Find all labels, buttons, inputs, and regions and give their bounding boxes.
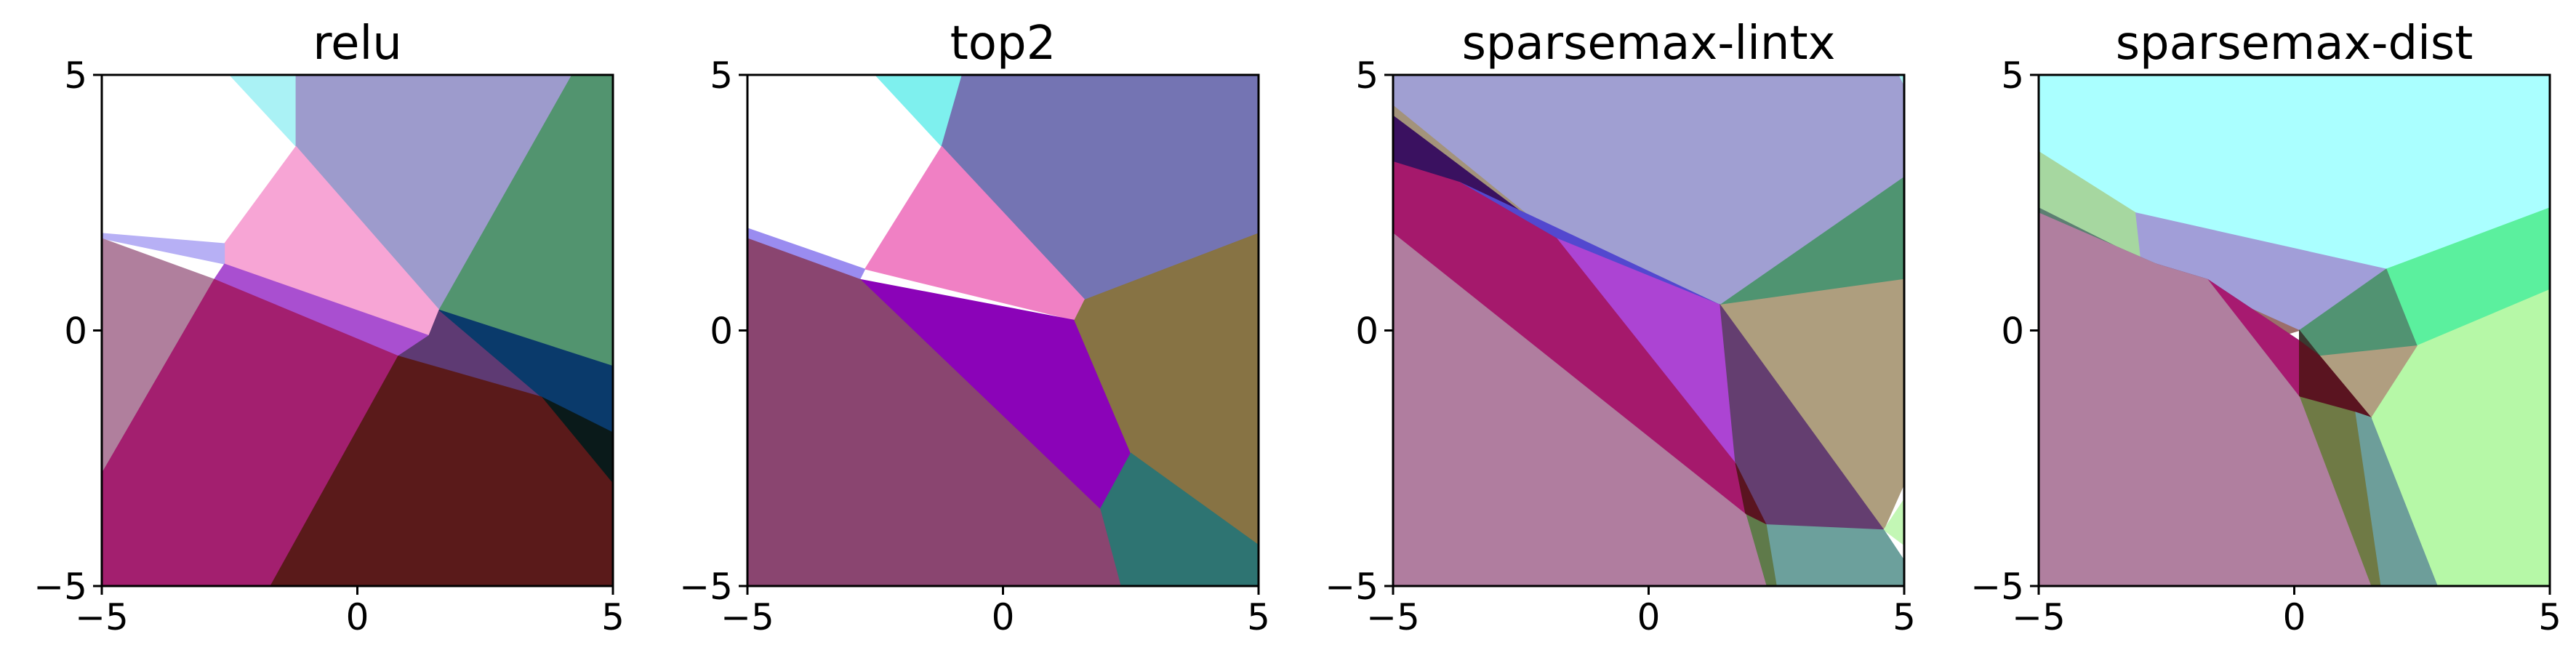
region-16 (2039, 212, 2372, 586)
x-tick-label: −5 (721, 596, 774, 638)
y-tick-label: 0 (1355, 310, 1379, 353)
region-15 (1393, 233, 1767, 586)
y-tick-label: 0 (2001, 310, 2024, 353)
x-tick-label: −5 (75, 596, 129, 638)
y-tick-label: −5 (33, 566, 87, 608)
y-tick-label: 5 (710, 55, 733, 97)
panel-title: relu (313, 17, 402, 71)
region-9 (747, 238, 1121, 586)
y-tick-label: −5 (1970, 566, 2024, 608)
region-4 (438, 75, 613, 367)
chart-panels: relu −5 0 5 −5 0 5 top2 −5 0 5 −5 0 5 sparsemax-lintx −… (33, 17, 2561, 638)
region-9 (438, 309, 613, 433)
x-tick-label: −5 (1366, 596, 1420, 638)
panel-3: sparsemax-lintx −5 0 5 −5 0 5 (1325, 17, 1916, 638)
region-8 (1099, 452, 1259, 586)
panel-title: sparsemax-dist (2116, 17, 2473, 71)
y-tick-label: −5 (1325, 566, 1379, 608)
x-tick-label: 0 (346, 596, 369, 638)
region-10 (1883, 498, 1904, 546)
x-tick-label: 5 (2538, 596, 2561, 638)
x-tick-label: −5 (2012, 596, 2066, 638)
x-tick-label: 0 (1637, 596, 1661, 638)
panel-title: top2 (950, 17, 1056, 71)
region-13 (270, 356, 613, 586)
y-tick-label: 5 (2001, 55, 2024, 97)
region-15 (2355, 412, 2438, 586)
plot-area (2039, 75, 2550, 586)
plot-area (1393, 75, 1904, 586)
x-tick-label: 5 (1893, 596, 1916, 638)
y-tick-label: 5 (64, 55, 87, 97)
y-tick-label: 5 (1355, 55, 1379, 97)
panel-2: top2 −5 0 5 −5 0 5 (679, 17, 1270, 638)
y-tick-label: 0 (64, 310, 87, 353)
region-2 (1898, 75, 1904, 86)
plot-area (747, 75, 1259, 586)
x-tick-label: 5 (601, 596, 625, 638)
panel-4: sparsemax-dist −5 0 5 −5 0 5 (1970, 17, 2561, 638)
panel-title: sparsemax-lintx (1462, 17, 1836, 71)
y-tick-label: 0 (710, 310, 733, 353)
panel-1: relu −5 0 5 −5 0 5 (33, 17, 625, 638)
y-tick-label: −5 (679, 566, 733, 608)
x-tick-label: 5 (1247, 596, 1270, 638)
region-13 (1765, 524, 1904, 586)
x-tick-label: 0 (992, 596, 1015, 638)
plot-area (102, 75, 613, 586)
x-tick-label: 0 (2283, 596, 2306, 638)
